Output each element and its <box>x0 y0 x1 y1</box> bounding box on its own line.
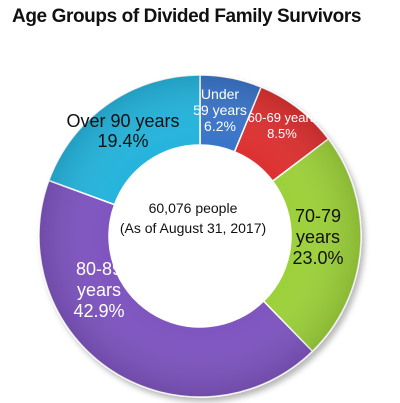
chart-title: Age Groups of Divided Family Survivors <box>12 6 362 27</box>
slice-label-0: Under 59 years 6.2% <box>193 86 247 134</box>
slice-label-2: 70-79 years 23.0% <box>292 206 343 268</box>
donut-hole <box>109 145 291 327</box>
center-label: 60,076 people (As of August 31, 2017) <box>120 200 266 236</box>
center-text: 60,076 people (As of August 31, 2017) <box>120 200 266 236</box>
slice-labels: Under 59 years 6.2%60-69 years 8.5% 70-79 yea… <box>66 86 343 321</box>
slice-label-1: 60-69 years 8.5% <box>248 110 317 141</box>
slice-label-4: Over 90 years 19.4% <box>66 111 179 151</box>
slice-label-3: 80-89 years 42.9% <box>73 259 124 321</box>
